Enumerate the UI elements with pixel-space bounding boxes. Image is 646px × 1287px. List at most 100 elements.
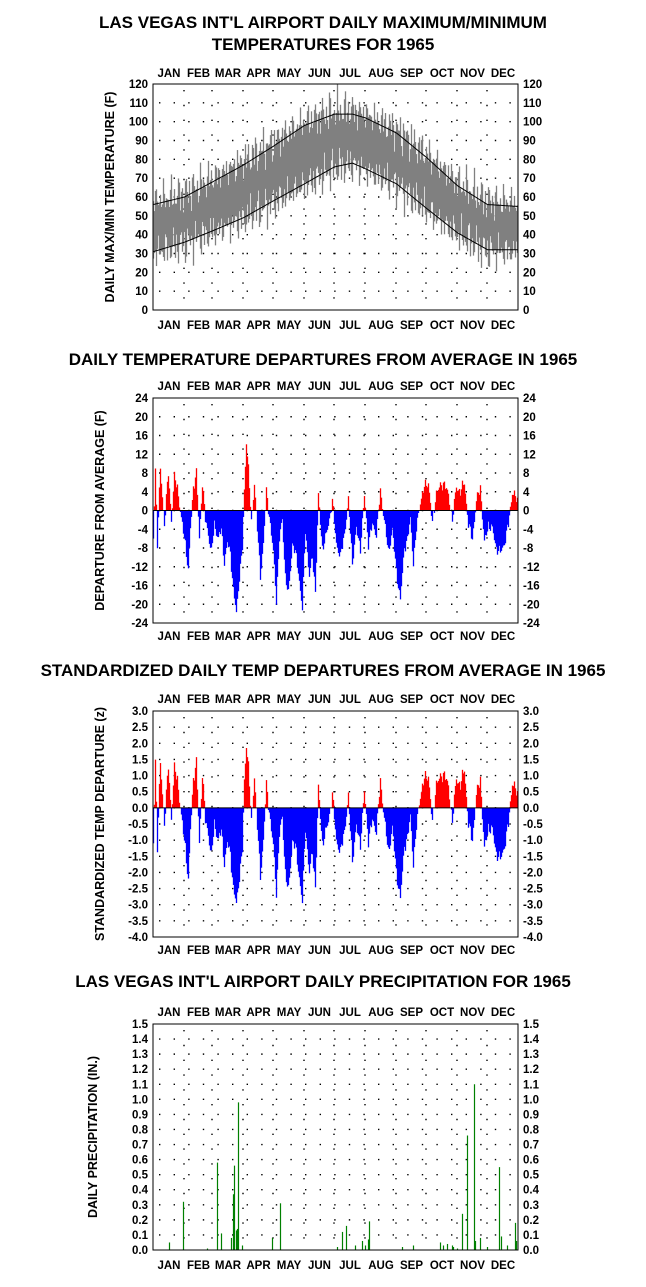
y-tick-label-left: -3.0 <box>128 900 148 912</box>
month-label-bottom: JUN <box>308 631 331 643</box>
month-label-bottom: JUN <box>308 320 331 332</box>
y-tick-label-right: 0.6 <box>523 1155 539 1167</box>
y-tick-label-right: -0.5 <box>523 819 543 831</box>
y-tick-label-left: 20 <box>135 267 148 279</box>
month-label-bottom: AUG <box>368 320 394 332</box>
series-marks <box>152 444 519 613</box>
y-tick-label-right: -3.5 <box>523 916 543 928</box>
y-tick-label-left: 2.0 <box>132 738 148 750</box>
month-label-top: MAY <box>277 1007 302 1019</box>
month-label-top: JUN <box>308 68 331 80</box>
month-label-bottom: NOV <box>460 631 485 643</box>
month-label-bottom: MAR <box>215 945 242 957</box>
y-tick-label-left: 1.0 <box>132 771 148 783</box>
y-tick-label-right: 60 <box>523 192 536 204</box>
month-label-bottom: DEC <box>491 631 515 643</box>
month-label-bottom: MAY <box>277 631 302 643</box>
month-label-bottom: AUG <box>368 1260 394 1272</box>
y-tick-label-right: 20 <box>523 412 536 424</box>
y-tick-label-right: 1.4 <box>523 1034 540 1046</box>
month-label-bottom: DEC <box>491 320 515 332</box>
month-label-top: MAY <box>277 381 302 393</box>
chart-std_departures: STANDARDIZED DAILY TEMP DEPARTURES FROM … <box>41 661 606 957</box>
y-tick-label-right: 16 <box>523 431 536 443</box>
y-tick-label-right: -8 <box>523 543 534 555</box>
y-tick-label-right: 0.4 <box>523 1185 540 1197</box>
y-axis-label: DAILY PRECIPITATION (IN.) <box>86 1056 100 1218</box>
month-label-top: MAR <box>215 694 242 706</box>
y-tick-label-left: -2.0 <box>128 867 148 879</box>
month-label-top: MAR <box>215 68 242 80</box>
normal-min-line <box>153 162 518 253</box>
month-label-bottom: JAN <box>157 631 180 643</box>
y-tick-label-right: 10 <box>523 286 536 298</box>
month-label-bottom: FEB <box>187 945 210 957</box>
y-tick-label-right: 0 <box>523 305 529 317</box>
y-tick-label-left: 0.0 <box>132 803 148 815</box>
y-tick-label-left: 1.1 <box>132 1079 149 1091</box>
month-label-top: MAR <box>215 1007 242 1019</box>
y-tick-label-left: 0.4 <box>132 1185 149 1197</box>
y-tick-label-left: 10 <box>135 286 148 298</box>
month-label-top: AUG <box>368 694 394 706</box>
month-label-bottom: DEC <box>491 945 515 957</box>
y-tick-label-right: -1.5 <box>523 851 543 863</box>
y-tick-label-left: 50 <box>135 211 148 223</box>
y-tick-label-right: 70 <box>523 173 536 185</box>
month-label-top: OCT <box>430 694 454 706</box>
y-tick-label-right: 2.5 <box>523 722 540 734</box>
y-tick-label-right: 90 <box>523 136 536 148</box>
y-tick-label-right: 1.0 <box>523 771 539 783</box>
month-label-top: JUN <box>308 694 331 706</box>
month-label-bottom: SEP <box>400 320 423 332</box>
month-label-top: APR <box>246 1007 271 1019</box>
y-tick-label-left: 120 <box>129 79 148 91</box>
y-tick-label-right: 0.0 <box>523 803 539 815</box>
month-label-top: OCT <box>430 381 454 393</box>
y-tick-label-right: 0.0 <box>523 1245 539 1257</box>
y-tick-label-right: 0 <box>523 506 529 518</box>
month-label-top: DEC <box>491 381 515 393</box>
y-tick-label-right: 1.0 <box>523 1094 539 1106</box>
y-tick-label-right: 0.8 <box>523 1124 540 1136</box>
y-axis-label: STANDARDIZED TEMP DEPARTURE (z) <box>93 707 107 941</box>
y-tick-label-left: 0.0 <box>132 1245 148 1257</box>
y-tick-label-left: 100 <box>129 117 148 129</box>
y-tick-label-right: -4 <box>523 524 534 536</box>
month-label-top: SEP <box>400 1007 423 1019</box>
y-tick-label-left: 16 <box>135 431 148 443</box>
y-tick-label-right: -2.5 <box>523 884 543 896</box>
month-label-top: AUG <box>368 68 394 80</box>
month-label-top: JAN <box>157 1007 180 1019</box>
month-label-top: FEB <box>187 68 210 80</box>
y-tick-label-right: 80 <box>523 154 536 166</box>
month-label-top: JUL <box>339 694 361 706</box>
month-label-top: SEP <box>400 694 423 706</box>
y-tick-label-left: 3.0 <box>132 706 148 718</box>
y-tick-label-left: 0 <box>142 305 148 317</box>
chart-title: TEMPERATURES FOR 1965 <box>212 35 435 54</box>
chart-departures: DAILY TEMPERATURE DEPARTURES FROM AVERAG… <box>69 350 578 643</box>
y-tick-label-right: 0.2 <box>523 1215 539 1227</box>
month-label-bottom: FEB <box>187 1260 210 1272</box>
month-label-bottom: MAY <box>277 320 302 332</box>
month-label-top: JAN <box>157 694 180 706</box>
series-marks <box>152 748 519 904</box>
y-tick-label-right: -1.0 <box>523 835 543 847</box>
y-tick-label-right: 30 <box>523 249 536 261</box>
y-tick-label-left: 0 <box>142 506 148 518</box>
month-label-top: NOV <box>460 68 485 80</box>
month-label-top: JAN <box>157 68 180 80</box>
y-tick-label-left: 0.7 <box>132 1140 148 1152</box>
y-tick-label-left: 0.5 <box>132 1170 149 1182</box>
y-tick-label-right: 120 <box>523 79 542 91</box>
month-label-top: FEB <box>187 1007 210 1019</box>
y-tick-label-left: -8 <box>138 543 149 555</box>
y-tick-label-left: -4 <box>138 524 149 536</box>
month-label-bottom: MAR <box>215 320 242 332</box>
month-label-top: NOV <box>460 1007 485 1019</box>
y-tick-label-right: 4 <box>523 487 530 499</box>
y-tick-label-left: -3.5 <box>128 916 148 928</box>
y-tick-label-left: -12 <box>131 562 148 574</box>
